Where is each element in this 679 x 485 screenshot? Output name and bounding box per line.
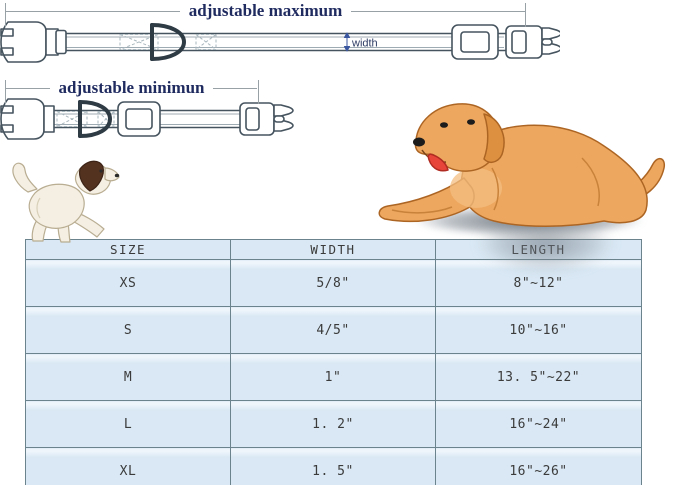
cell-length: 16"~26" [435,447,642,485]
puppy-body [28,183,85,229]
puppy-nose [114,173,120,178]
puppy-tail [12,162,38,193]
puppy-illustration [12,160,120,243]
puppy-snout [104,167,120,182]
dog-tongue [427,153,449,172]
dog-nose [413,137,425,147]
female-buckle-icon [0,21,67,63]
cell-length: 13. 5"~22" [435,353,642,401]
dim-tick-right-max [525,3,526,27]
dog-eye-left [440,122,448,128]
cell-width: 1. 5" [230,447,436,485]
header-width: WIDTH [230,239,436,260]
width-arrow-icon [343,32,351,52]
d-ring-icon [78,100,112,138]
cell-length: 10"~16" [435,306,642,354]
dim-tick-left-min [5,80,6,104]
tri-glide-icon [451,24,499,60]
dimension-line-min: adjustable minimun [6,78,258,98]
size-chart-table: SIZE WIDTH LENGTH XS 5/8" 8"~12" S 4/5" … [25,239,642,485]
female-buckle-icon [0,98,55,140]
puppy-ear [78,160,104,192]
dim-tick-right-min [258,80,259,104]
collar-max-diagram: width [0,21,560,63]
dog-eye-right [467,119,475,125]
cell-width: 1" [230,353,436,401]
cell-width: 5/8" [230,259,436,307]
width-label: width [351,38,378,50]
dimension-line-max: adjustable maximum [6,1,526,21]
dim-tick-left-max [5,3,6,27]
cell-size: XS [25,259,231,307]
cell-width: 1. 2" [230,400,436,448]
adjustable-maximum-label: adjustable maximum [188,1,343,20]
table-row: M 1" 13. 5"~22" [25,353,642,401]
tri-glide-icon [117,101,161,137]
collar-min-diagram [0,98,294,140]
table-row: L 1. 2" 16"~24" [25,400,642,448]
header-length: LENGTH [435,239,642,260]
cell-size: M [25,353,231,401]
table-row: XS 5/8" 8"~12" [25,259,642,307]
adjustable-minimum-label: adjustable minimun [58,78,205,97]
dog-chest [450,168,502,208]
cell-width: 4/5" [230,306,436,354]
dog-ear [483,113,505,163]
male-buckle-icon [505,25,560,59]
table-row: XL 1. 5" 16"~26" [25,447,642,485]
cell-size: S [25,306,231,354]
cell-length: 8"~12" [435,259,642,307]
cell-size: L [25,400,231,448]
d-ring-icon [150,23,186,61]
cell-length: 16"~24" [435,400,642,448]
table-row: S 4/5" 10"~16" [25,306,642,354]
cell-size: XL [25,447,231,485]
male-buckle-icon [239,102,294,136]
puppy-eye [99,169,103,173]
dog-illustration [378,103,666,227]
